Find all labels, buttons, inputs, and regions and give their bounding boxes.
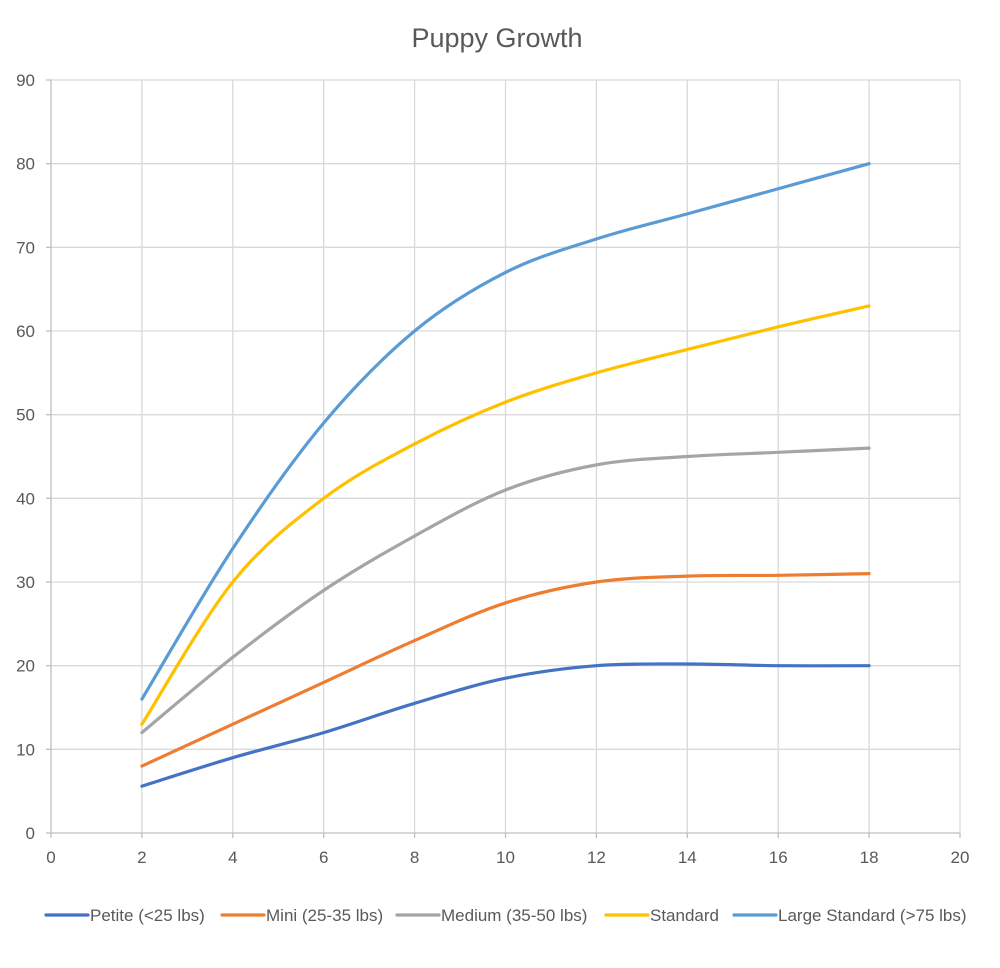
legend-label: Medium (35-50 lbs) (441, 906, 587, 925)
x-tick-label: 12 (587, 848, 606, 867)
legend-label: Standard (650, 906, 719, 925)
y-tick-label: 30 (16, 573, 35, 592)
x-tick-label: 2 (137, 848, 146, 867)
series-line-petite-25-lbs (140, 662, 871, 788)
x-tick-label: 4 (228, 848, 237, 867)
x-tick-label: 18 (860, 848, 879, 867)
x-tick-label: 20 (951, 848, 970, 867)
legend-item: Medium (35-50 lbs) (395, 906, 587, 925)
x-tick-label: 0 (46, 848, 55, 867)
legend-label: Petite (<25 lbs) (90, 906, 205, 925)
y-tick-label: 60 (16, 322, 35, 341)
x-tick-label: 6 (319, 848, 328, 867)
series-line-standard (140, 304, 871, 726)
x-tick-label: 10 (496, 848, 515, 867)
legend-item: Mini (25-35 lbs) (220, 906, 383, 925)
legend-item: Large Standard (>75 lbs) (732, 906, 967, 925)
series-line-mini-25-35-lbs (140, 572, 871, 768)
series-line-medium-35-50-lbs (140, 446, 871, 735)
y-tick-label: 40 (16, 489, 35, 508)
y-tick-label: 0 (26, 824, 35, 843)
gridlines (51, 79, 961, 833)
y-tick-label: 70 (16, 238, 35, 257)
x-tick-label: 14 (678, 848, 697, 867)
x-tick-label: 8 (410, 848, 419, 867)
y-tick-label: 80 (16, 155, 35, 174)
y-tick-label: 20 (16, 657, 35, 676)
legend-item: Standard (604, 906, 719, 925)
legend: Petite (<25 lbs) Mini (25-35 lbs) Medium (… (44, 906, 967, 925)
chart-title: Puppy Growth (411, 23, 582, 53)
y-tick-label: 90 (16, 71, 35, 90)
series-line-large-standard-75-lbs (140, 162, 871, 701)
y-tick-label: 50 (16, 406, 35, 425)
axes (46, 79, 961, 838)
legend-label: Mini (25-35 lbs) (266, 906, 383, 925)
y-tick-label: 10 (16, 740, 35, 759)
x-tick-label: 16 (769, 848, 788, 867)
legend-item: Petite (<25 lbs) (44, 906, 205, 925)
y-axis-tick-labels: 0 10 20 30 40 50 60 70 80 90 (16, 71, 35, 843)
x-axis-tick-labels: 0 2 4 6 8 10 12 14 16 18 20 (46, 848, 969, 867)
series-lines (140, 162, 871, 788)
legend-label: Large Standard (>75 lbs) (778, 906, 967, 925)
